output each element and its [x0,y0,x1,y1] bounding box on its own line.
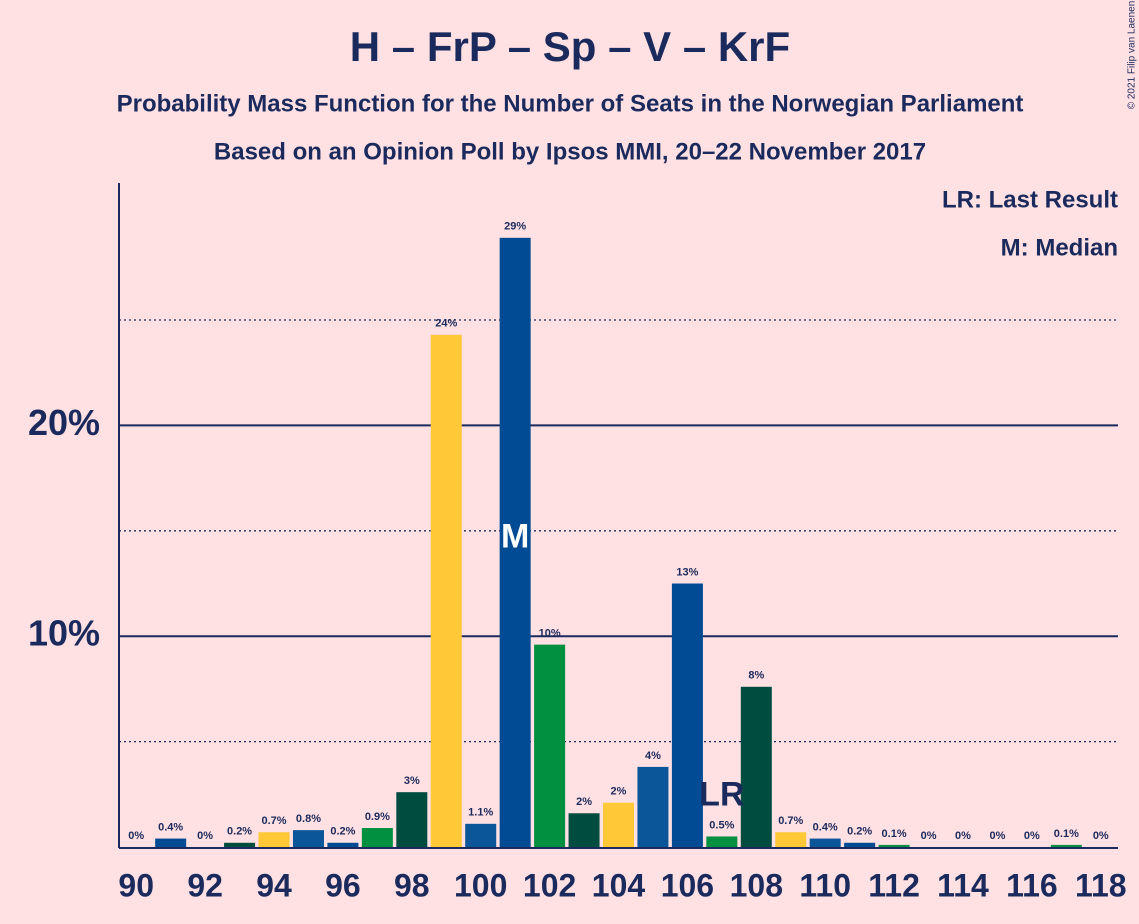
x-tick-label: 118 [1075,867,1127,903]
bar [602,802,635,847]
value-label: 0.2% [227,826,252,838]
bar [465,823,497,847]
value-label: 2% [576,796,592,808]
bar [1050,844,1082,847]
x-tick-label: 116 [1006,867,1058,903]
x-tick-label: 92 [187,867,223,903]
value-label: 29% [504,221,526,233]
x-tick-label: 94 [256,867,292,903]
x-tick-label: 102 [523,867,576,903]
value-label: 3% [404,775,420,787]
bar [671,583,703,847]
x-tick-label: 112 [868,867,920,903]
value-label: 0.4% [813,821,838,833]
value-label: 0.1% [882,828,907,840]
chart-title: H – FrP – Sp – V – KrF [350,23,790,70]
x-tick-label: 108 [730,867,783,903]
bar [844,842,876,847]
bar [534,644,566,847]
value-label: 13% [676,566,698,578]
value-label: 0.7% [778,815,803,827]
value-label: 0.9% [365,811,390,823]
chart-subtitle: Based on an Opinion Poll by Ipsos MMI, 2… [214,138,926,165]
chart-subtitle: Probability Mass Function for the Number… [117,90,1024,117]
x-tick-label: 104 [592,867,646,903]
copyright: © 2021 Filip van Laenen [1127,1,1138,110]
x-tick-label: 106 [661,867,714,903]
value-label: 1.1% [468,807,493,819]
x-tick-label: 96 [325,867,361,903]
x-tick-label: 100 [454,867,507,903]
value-label: 0.8% [296,813,321,825]
y-tick-label: 20% [28,402,100,443]
annotation: LR [699,775,744,813]
value-label: 10% [539,628,561,640]
value-label: 0.2% [330,826,355,838]
legend-entry: M: Median [1001,234,1118,261]
bar [637,766,669,847]
x-tick-label: 114 [937,867,989,903]
value-label: 0% [197,830,213,842]
x-tick-label: 90 [118,867,154,903]
bar [809,838,841,847]
value-label: 0.2% [847,826,872,838]
legend-entry: LR: Last Result [942,186,1118,213]
value-label: 24% [435,318,457,330]
x-tick-label: 98 [394,867,430,903]
annotation: M [501,517,529,555]
bar [568,813,600,847]
value-label: 0% [128,830,144,842]
value-label: 0% [1093,830,1109,842]
value-label: 8% [748,670,764,682]
bar [740,686,772,847]
bar [430,334,462,847]
value-label: 2% [611,786,627,798]
bar [224,842,256,847]
value-label: 0.7% [261,815,286,827]
value-label: 0% [1024,830,1040,842]
bar [499,237,531,848]
bar [878,844,910,847]
value-label: 4% [645,750,661,762]
bar [292,830,324,847]
value-label: 0% [921,830,937,842]
value-label: 0.5% [709,819,734,831]
value-label: 0.4% [158,821,183,833]
value-label: 0.1% [1054,828,1079,840]
bar [327,842,359,847]
bar [361,828,393,847]
bar [155,838,187,847]
value-label: 0% [989,830,1005,842]
y-tick-label: 10% [28,613,100,654]
bar [706,836,738,847]
bar [775,832,807,847]
bar [258,832,290,847]
x-tick-label: 110 [799,867,851,903]
bar [396,792,428,847]
value-label: 0% [955,830,971,842]
